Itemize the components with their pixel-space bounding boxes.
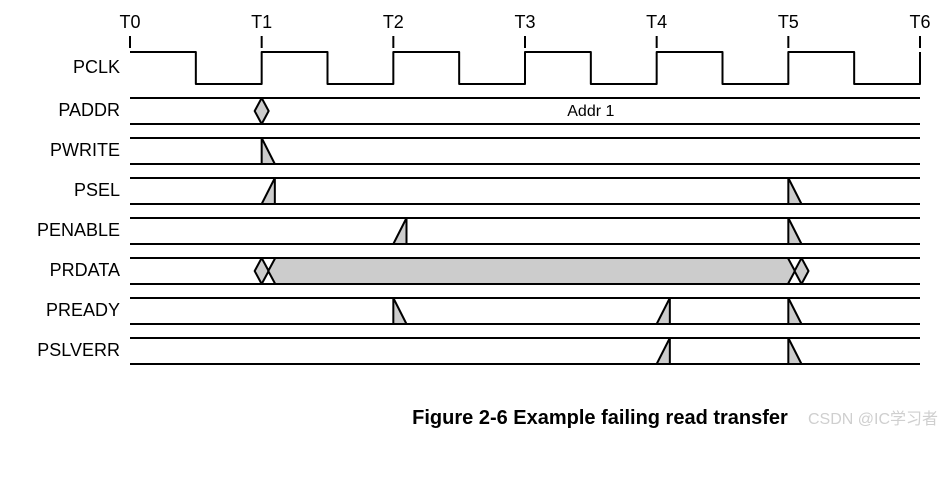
bus-value-label: Addr 1 [567,103,614,120]
time-label: T1 [251,12,272,32]
clock-wave [130,52,920,84]
signal-label: PADDR [58,100,120,120]
time-label: T6 [909,12,930,32]
signal-label: PSEL [74,180,120,200]
bus-cross [795,258,809,284]
bus-unknown [268,258,795,284]
bus-cross [255,98,269,124]
bit-transition [657,338,670,364]
time-label: T5 [778,12,799,32]
signal-label: PSLVERR [37,340,120,360]
time-label: T3 [514,12,535,32]
bit-transition [393,218,406,244]
watermark: CSDN @IC学习者 [808,410,938,428]
signal-label: PRDATA [50,260,120,280]
timing-diagram-frame: T0 T1 T2 T3 T4 T5 T6 PCLK PADDR PWRITE PSEL PENABLE… [0,0,940,500]
bit-transition [262,178,275,204]
bit-transition [788,178,801,204]
bit-transition [393,298,406,324]
signal-label: PENABLE [37,220,120,240]
signal-label: PCLK [73,57,120,77]
bit-transition [788,218,801,244]
bit-transition [788,338,801,364]
bit-transition [657,298,670,324]
signal-label: PWRITE [50,140,120,160]
timing-diagram-svg: T0 T1 T2 T3 T4 T5 T6 PCLK PADDR PWRITE PSEL PENABLE… [0,0,940,500]
time-label: T0 [119,12,140,32]
signal-label: PREADY [46,300,120,320]
bus-cross [255,258,269,284]
figure-caption: Figure 2-6 Example failing read transfer [412,407,788,429]
time-label: T4 [646,12,667,32]
bit-transition [788,298,801,324]
time-label: T2 [383,12,404,32]
bit-transition [262,138,275,164]
